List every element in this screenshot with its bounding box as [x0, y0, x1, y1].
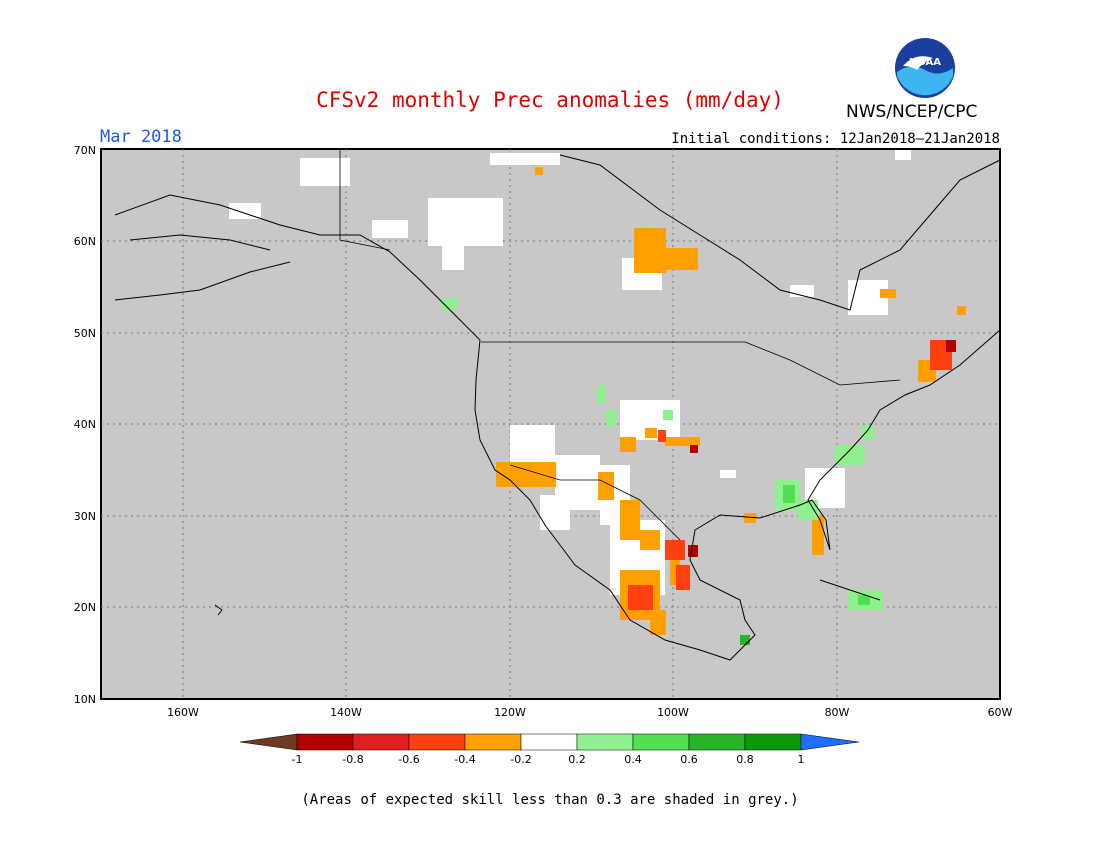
lat-axis-labels: 70N 60N 50N 40N 30N 20N 10N	[74, 144, 96, 706]
legend-label: -0.2	[510, 753, 531, 766]
legend-label: -0.8	[342, 753, 363, 766]
color-legend: -1 -0.8 -0.6 -0.4 -0.2 0.2 0.4 0.6 0.8 1	[239, 733, 860, 766]
logo-text: NOAA	[909, 57, 941, 68]
skill-note: (Areas of expected skill less than 0.3 a…	[301, 792, 799, 808]
legend-label: 0.4	[624, 753, 642, 766]
lon-label: 60W	[988, 706, 1013, 719]
dry-anomaly-moderate	[628, 340, 952, 610]
legend-arrow-high	[800, 733, 860, 751]
lat-label: 70N	[74, 144, 96, 157]
legend-label: 0.8	[736, 753, 754, 766]
lat-label: 40N	[74, 418, 96, 431]
wet-anomaly-strong	[740, 635, 750, 645]
legend-swatch	[576, 733, 634, 751]
noaa-logo: NOAA	[895, 38, 955, 98]
dry-anomaly-light	[496, 167, 966, 635]
lat-label: 60N	[74, 235, 96, 248]
legend-label: 1	[798, 753, 805, 766]
lon-axis-labels: 160W 140W 120W 100W 80W 60W	[167, 706, 1012, 719]
legend-label: 0.6	[680, 753, 698, 766]
legend-swatch	[296, 733, 354, 751]
lat-label: 10N	[74, 693, 96, 706]
initial-conditions: Initial conditions: 12Jan2018–21Jan2018	[671, 131, 1000, 147]
legend-swatch	[688, 733, 746, 751]
legend-swatch	[632, 733, 690, 751]
lat-label: 30N	[74, 510, 96, 523]
legend-label: 0.2	[568, 753, 586, 766]
gridlines	[101, 149, 1000, 699]
wet-anomaly-light	[441, 298, 883, 610]
dry-anomaly-strong	[688, 340, 956, 557]
legend-label: -1	[292, 753, 303, 766]
chart-title: CFSv2 monthly Prec anomalies (mm/day)	[316, 88, 784, 112]
legend-arrow-low	[239, 733, 298, 751]
legend-swatch	[520, 733, 578, 751]
legend-swatch	[744, 733, 802, 751]
lon-label: 140W	[330, 706, 362, 719]
lon-label: 160W	[167, 706, 199, 719]
lon-label: 120W	[494, 706, 526, 719]
lon-label: 80W	[825, 706, 850, 719]
lon-label: 100W	[657, 706, 689, 719]
coastlines	[114, 154, 1001, 661]
legend-swatch	[352, 733, 410, 751]
legend-label: -0.4	[454, 753, 475, 766]
wet-anomaly-moderate	[783, 485, 870, 605]
organization-label: NWS/NCEP/CPC	[846, 102, 978, 122]
legend-swatch	[464, 733, 522, 751]
lat-label: 20N	[74, 601, 96, 614]
country-state-borders	[339, 150, 901, 541]
lat-label: 50N	[74, 327, 96, 340]
map-background	[100, 148, 1001, 700]
forecast-month: Mar 2018	[100, 127, 182, 147]
legend-label: -0.6	[398, 753, 419, 766]
legend-swatch	[408, 733, 466, 751]
